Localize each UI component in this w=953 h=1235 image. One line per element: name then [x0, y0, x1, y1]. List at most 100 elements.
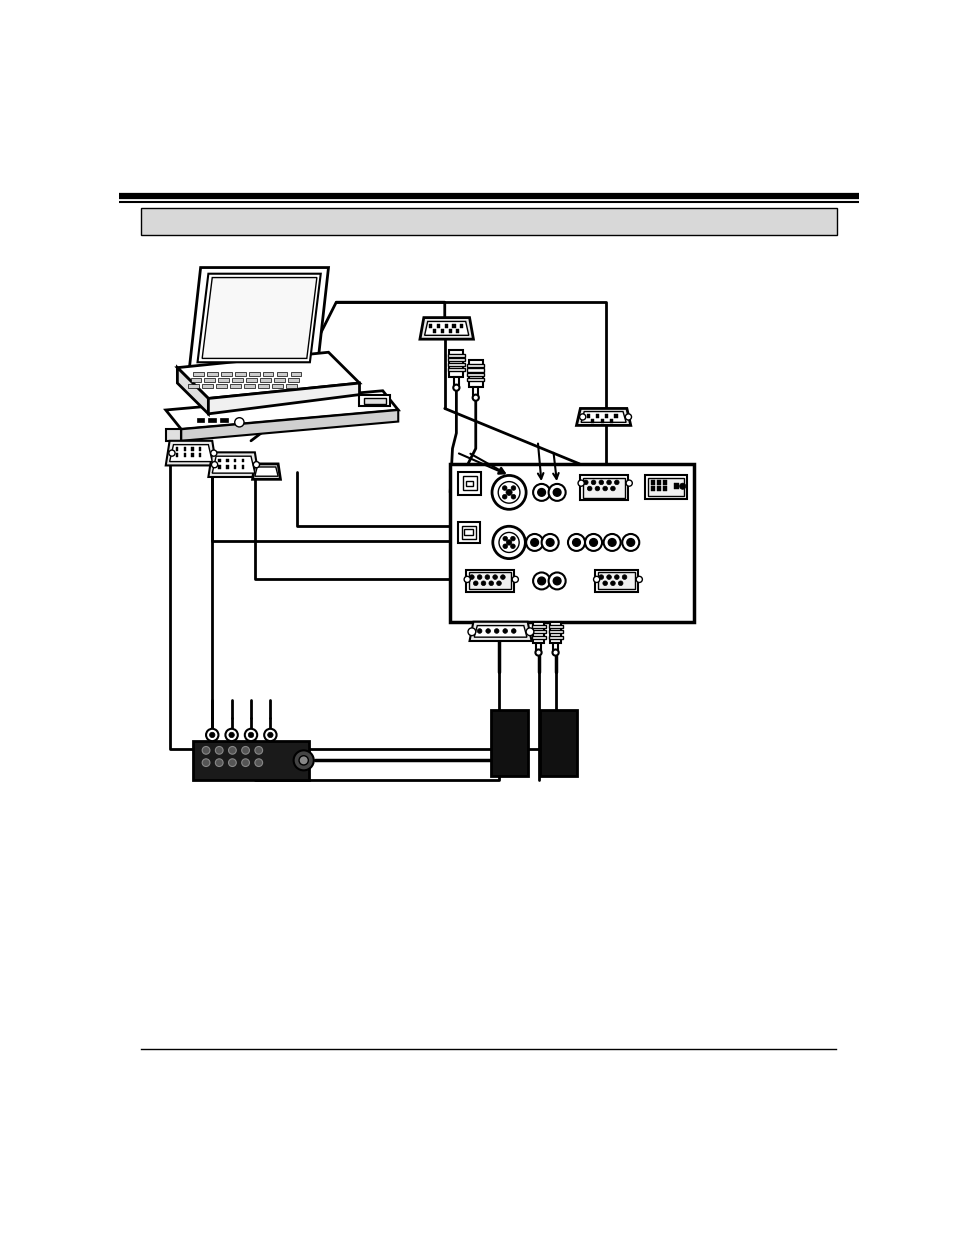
Circle shape — [553, 489, 560, 496]
Bar — [141, 209, 836, 235]
Bar — [462, 477, 476, 490]
Bar — [199, 447, 201, 451]
Bar — [491, 710, 528, 776]
Polygon shape — [220, 372, 232, 377]
Circle shape — [476, 574, 481, 579]
Polygon shape — [216, 384, 227, 389]
Polygon shape — [262, 372, 274, 377]
Polygon shape — [197, 274, 320, 362]
Circle shape — [593, 577, 599, 583]
Circle shape — [264, 729, 276, 741]
Circle shape — [546, 538, 554, 546]
Polygon shape — [188, 384, 199, 389]
Circle shape — [294, 751, 314, 771]
Bar — [447, 368, 464, 370]
Circle shape — [511, 485, 516, 490]
Bar — [644, 474, 686, 499]
Circle shape — [492, 475, 525, 509]
Bar — [359, 395, 390, 406]
Polygon shape — [170, 445, 212, 462]
Bar — [647, 478, 683, 496]
Polygon shape — [288, 378, 298, 383]
Circle shape — [497, 482, 519, 503]
Bar — [457, 472, 480, 495]
Circle shape — [606, 574, 611, 579]
Circle shape — [480, 580, 485, 585]
Circle shape — [211, 450, 216, 456]
Circle shape — [533, 484, 550, 501]
Polygon shape — [246, 378, 257, 383]
Bar — [192, 453, 193, 457]
Circle shape — [530, 538, 537, 546]
Bar — [531, 630, 545, 634]
Bar — [548, 625, 562, 627]
Bar — [604, 414, 608, 419]
Bar — [193, 741, 309, 779]
Circle shape — [621, 574, 626, 579]
Circle shape — [598, 574, 603, 579]
Bar — [429, 324, 432, 327]
Bar — [531, 636, 545, 638]
Polygon shape — [576, 409, 630, 425]
Circle shape — [591, 480, 596, 484]
Circle shape — [621, 534, 639, 551]
Circle shape — [215, 758, 223, 767]
Polygon shape — [166, 430, 181, 441]
Circle shape — [298, 756, 308, 764]
Circle shape — [511, 629, 516, 634]
Polygon shape — [208, 452, 258, 477]
Bar — [440, 330, 443, 333]
Bar — [468, 359, 482, 387]
Bar — [241, 464, 244, 468]
Circle shape — [583, 480, 587, 484]
Circle shape — [215, 746, 223, 755]
Polygon shape — [286, 384, 296, 389]
Circle shape — [469, 574, 474, 579]
Polygon shape — [276, 372, 287, 377]
Bar — [457, 521, 479, 543]
Polygon shape — [274, 378, 285, 383]
Circle shape — [241, 758, 249, 767]
Bar — [175, 453, 178, 457]
Bar — [599, 419, 603, 424]
Polygon shape — [191, 378, 201, 383]
Polygon shape — [272, 384, 282, 389]
Bar — [595, 571, 637, 592]
Circle shape — [535, 650, 541, 656]
Bar — [650, 480, 654, 484]
Bar — [464, 529, 473, 535]
Circle shape — [552, 650, 558, 656]
Polygon shape — [254, 467, 278, 477]
Bar — [449, 350, 463, 377]
Polygon shape — [291, 372, 301, 377]
Bar — [536, 643, 540, 651]
Polygon shape — [202, 278, 316, 358]
Bar — [444, 324, 447, 327]
Circle shape — [229, 758, 236, 767]
Polygon shape — [212, 456, 254, 473]
Circle shape — [584, 534, 601, 551]
Bar — [447, 358, 464, 362]
Bar — [674, 483, 679, 489]
Bar — [591, 419, 594, 424]
Bar — [539, 710, 577, 776]
Circle shape — [626, 538, 634, 546]
Circle shape — [488, 580, 493, 585]
Circle shape — [606, 480, 611, 484]
Polygon shape — [208, 383, 359, 414]
Circle shape — [610, 580, 615, 585]
Bar — [468, 573, 510, 589]
Bar — [533, 621, 543, 643]
Bar — [452, 324, 456, 327]
Polygon shape — [424, 321, 468, 336]
Bar — [582, 478, 624, 498]
Circle shape — [608, 538, 616, 546]
Polygon shape — [189, 268, 328, 372]
Polygon shape — [469, 621, 531, 641]
Circle shape — [614, 574, 618, 579]
Bar — [467, 378, 484, 380]
Circle shape — [625, 480, 632, 487]
Polygon shape — [202, 384, 213, 389]
Bar — [662, 480, 666, 484]
Circle shape — [502, 629, 507, 634]
